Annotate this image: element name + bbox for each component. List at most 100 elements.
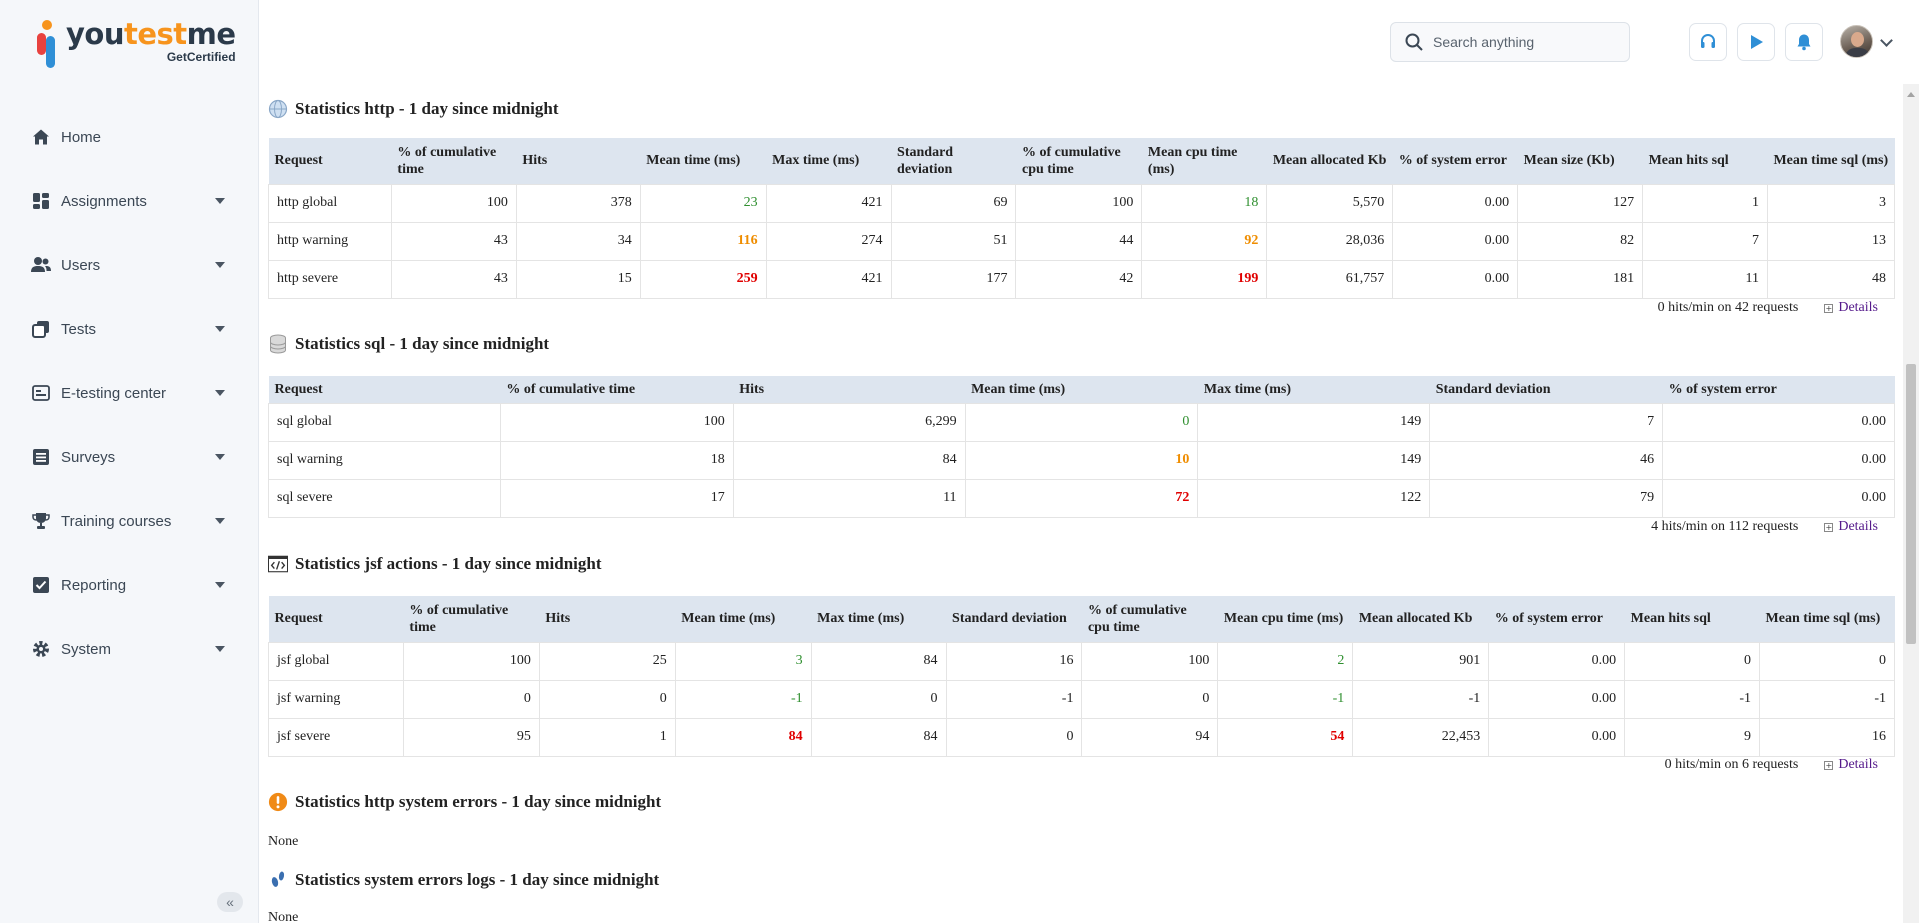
table-cell: 42 [1015,259,1143,299]
column-header[interactable]: Mean time sql (ms) [1767,138,1895,184]
request-cell[interactable]: http global [268,183,392,223]
sidebar-nav: Home Assignments Users Tests [0,105,259,681]
table-cell: 0 [1081,679,1219,719]
http-section-title: Statistics http - 1 day since midnight [268,97,559,121]
sql-details-link[interactable]: + Details [1824,519,1878,534]
surveys-icon [31,447,51,467]
jsf-details-link[interactable]: + Details [1824,757,1878,772]
request-cell[interactable]: http warning [268,221,392,261]
request-cell[interactable]: jsf global [268,641,404,681]
content-scrollbar[interactable] [1903,84,1919,923]
table-cell: 901 [1352,641,1490,681]
column-header[interactable]: % of cumulative cpu time [1015,138,1142,184]
column-header[interactable]: Mean hits sql [1624,596,1760,642]
globe-icon [268,99,288,119]
column-header[interactable]: Mean cpu time (ms) [1217,596,1353,642]
column-header[interactable]: Hits [733,376,966,403]
chevron-down-icon [215,326,225,332]
column-header[interactable]: Hits [516,138,641,184]
column-header[interactable]: Max time (ms) [811,596,947,642]
sidebar-item-reporting[interactable]: Reporting [0,553,259,617]
column-header[interactable]: Mean size (Kb) [1517,138,1643,184]
logo[interactable]: youtestme GetCertified [34,20,236,70]
request-cell[interactable]: sql severe [268,478,501,518]
column-header[interactable]: Standard deviation [891,138,1016,184]
column-header[interactable]: Mean allocated Kb [1352,596,1489,642]
play-icon [1751,35,1763,49]
request-cell[interactable]: http severe [268,259,392,299]
column-header[interactable]: % of system error [1662,376,1895,403]
table-cell: 84 [674,717,812,757]
request-cell[interactable]: jsf warning [268,679,404,719]
column-header[interactable]: Mean time sql (ms) [1759,596,1895,642]
table-cell: -1 [1217,679,1354,719]
table-cell: 44 [1015,221,1143,261]
table-cell: 100 [1015,183,1143,223]
column-header[interactable]: Request [268,138,392,184]
table-cell: 0 [810,679,947,719]
sql-summary-text: 4 hits/min on 112 requests [1651,519,1799,534]
column-header[interactable]: Max time (ms) [766,138,892,184]
table-cell: 100 [1081,641,1219,681]
reporting-icon [31,575,51,595]
sidebar-item-assignments[interactable]: Assignments [0,169,259,233]
column-header[interactable]: Mean allocated Kb [1266,138,1393,184]
table-cell: 1 [1642,183,1768,223]
column-header[interactable]: Standard deviation [1429,376,1663,403]
column-header[interactable]: % of system error [1392,138,1518,184]
play-tutorial-button[interactable] [1737,23,1775,61]
column-header[interactable]: % of cumulative time [391,138,517,184]
column-header[interactable]: Max time (ms) [1197,376,1430,403]
table-cell: 3 [674,641,812,681]
table-cell: 0.00 [1488,679,1626,719]
request-cell[interactable]: sql warning [268,440,501,480]
sidebar-item-surveys[interactable]: Surveys [0,425,259,489]
column-header[interactable]: Request [268,376,501,403]
scroll-up-icon[interactable] [1907,92,1915,97]
http-stats-table: Request % of cumulative time Hits Mean t… [268,138,1896,299]
sidebar-item-tests[interactable]: Tests [0,297,259,361]
sidebar-item-users[interactable]: Users [0,233,259,297]
sidebar-item-system[interactable]: System [0,617,259,681]
search-box[interactable] [1390,22,1630,62]
monitoring-content: Statistics http - 1 day since midnight R… [260,84,1903,923]
table-cell: 7 [1642,221,1768,261]
table-cell: 127 [1517,183,1644,223]
column-header[interactable]: % of cumulative cpu time [1081,596,1218,642]
sidebar-item-training-courses[interactable]: Training courses [0,489,259,553]
chevron-down-icon[interactable] [1880,34,1893,47]
sidebar-item-home[interactable]: Home [0,105,259,169]
sql-stats-table: Request % of cumulative time Hits Mean t… [268,376,1895,518]
column-header[interactable]: Standard deviation [946,596,1082,642]
table-cell: 92 [1141,221,1268,261]
table-cell: 0 [964,402,1199,442]
notifications-button[interactable] [1785,23,1823,61]
column-header[interactable]: Mean time (ms) [675,596,812,642]
table-cell: 11 [1642,259,1768,299]
request-cell[interactable]: jsf severe [268,717,404,757]
collapse-sidebar-button[interactable]: « [217,892,243,912]
table-cell: 0.00 [1662,440,1895,480]
column-header[interactable]: % of system error [1488,596,1625,642]
table-cell: 48 [1766,259,1896,299]
sidebar-item-e-testing-center[interactable]: E-testing center [0,361,259,425]
table-cell: 13 [1766,221,1896,261]
column-header[interactable]: Hits [539,596,676,642]
sql-summary: 4 hits/min on 112 requests + Details [268,518,1878,536]
assignments-icon [31,191,51,211]
support-button[interactable] [1689,23,1727,61]
column-header[interactable]: % of cumulative time [500,376,734,403]
avatar[interactable] [1840,25,1873,58]
column-header[interactable]: Mean hits sql [1642,138,1768,184]
column-header[interactable]: % of cumulative time [403,596,540,642]
scrollbar-thumb[interactable] [1906,364,1916,644]
column-header[interactable]: Mean time (ms) [965,376,1198,403]
request-cell[interactable]: sql global [268,402,501,442]
search-input[interactable] [1433,34,1613,50]
http-details-link[interactable]: + Details [1824,300,1878,315]
table-cell: 16 [945,641,1083,681]
column-header[interactable]: Mean cpu time (ms) [1141,138,1267,184]
table-cell: 23 [639,183,767,223]
column-header[interactable]: Mean time (ms) [640,138,767,184]
column-header[interactable]: Request [268,596,404,642]
